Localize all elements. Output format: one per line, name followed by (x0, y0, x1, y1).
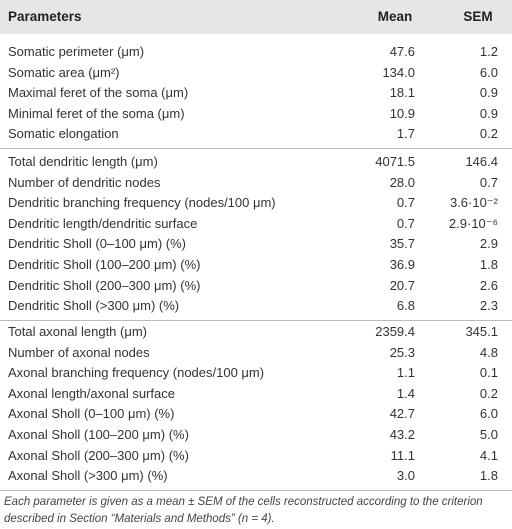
sem-cell: 2.3 (479, 298, 498, 314)
mean-cell: 2359.4 (375, 324, 415, 339)
sem-cell: 0.2 (479, 126, 498, 142)
parameter-cell: Axonal Sholl (100–200 μm) (%) (8, 427, 189, 442)
mean-cell: 1.1 (396, 365, 415, 381)
mean-cell: 35.7 (389, 236, 415, 252)
parameter-cell: Dendritic Sholl (>300 μm) (%) (8, 298, 180, 314)
sem-cell: 0.9 (479, 85, 498, 101)
sem-cell: 2.6 (479, 277, 498, 293)
mean-cell: 28.0 (389, 174, 415, 190)
parameter-cell: Total dendritic length (μm) (8, 154, 158, 169)
parameter-cell: Dendritic Sholl (0–100 μm) (%) (8, 236, 186, 252)
sem-cell: 5.0 (479, 427, 498, 442)
footnote: Each parameter is given as a mean ± SEM … (4, 496, 483, 525)
mean-cell: 0.7 (396, 215, 415, 231)
sem-cell: 4.1 (479, 447, 498, 463)
sem-cell: 1.8 (479, 468, 498, 484)
header-row: Parameters Mean SEM (0, 0, 512, 34)
header-cell: Parameters (8, 9, 82, 24)
mean-cell: 10.9 (389, 105, 415, 121)
sem-cell: 4.8 (479, 344, 498, 360)
divider (0, 319, 512, 321)
parameter-cell: Dendritic length/dendritic surface (8, 215, 198, 231)
parameter-cell: Maximal feret of the soma (μm) (8, 85, 189, 101)
sem-cell: 3.6·10⁻² (449, 195, 498, 211)
parameter-cell: Axonal Sholl (0–100 μm) (%) (8, 406, 175, 422)
parameter-cell: Total axonal length (μm) (8, 324, 148, 339)
header-cell: SEM (463, 9, 493, 24)
mean-cell: 42.7 (389, 406, 415, 422)
parameter-cell: Axonal branching frequency (nodes/100 μm… (8, 365, 265, 381)
mean-cell: 4071.5 (375, 154, 415, 169)
mean-cell: 1.4 (396, 385, 415, 401)
sem-cell: 0.9 (479, 105, 498, 121)
parameter-cell: Minimal feret of the soma (μm) (8, 105, 185, 121)
divider (0, 148, 512, 149)
sem-cell: 6.0 (479, 64, 498, 80)
mean-cell: 47.6 (389, 44, 415, 59)
sem-cell: 0.7 (479, 174, 498, 190)
parameter-cell: Somatic perimeter (μm) (8, 44, 145, 59)
parameter-cell: Somatic elongation (8, 126, 119, 142)
sem-cell: 6.0 (479, 406, 498, 422)
mean-cell: 0.7 (396, 195, 415, 211)
mean-cell: 11.1 (390, 447, 415, 463)
parameter-cell: Dendritic Sholl (100–200 μm) (%) (8, 257, 201, 272)
parameter-cell: Axonal length/axonal surface (8, 385, 175, 401)
divider (0, 489, 512, 491)
mean-cell: 36.9 (389, 257, 415, 272)
sem-cell: 2.9·10⁻⁶ (448, 215, 498, 231)
mean-cell: 25.3 (389, 344, 415, 360)
parameter-cell: Dendritic branching frequency (nodes/100… (8, 195, 276, 211)
mean-cell: 3.0 (396, 468, 415, 484)
parameter-cell: Dendritic Sholl (200–300 μm) (%) (8, 277, 201, 293)
sem-cell: 146.4 (465, 154, 498, 169)
parameter-cell: Axonal Sholl (200–300 μm) (%) (8, 447, 189, 463)
parameter-cell: Number of dendritic nodes (8, 174, 161, 190)
mean-cell: 20.7 (389, 277, 415, 293)
header-cell: Mean (377, 9, 413, 24)
sem-cell: 0.2 (479, 385, 498, 401)
parameter-cell: Axonal Sholl (>300 μm) (%) (8, 468, 168, 484)
mean-cell: 6.8 (396, 298, 415, 314)
mean-cell: 18.1 (389, 85, 415, 101)
parameter-cell: Number of axonal nodes (8, 344, 150, 360)
sem-cell: 345.1 (465, 324, 498, 339)
sem-cell: 1.8 (479, 257, 498, 272)
mean-cell: 134.0 (382, 64, 415, 80)
mean-cell: 43.2 (389, 427, 415, 442)
sem-cell: 0.1 (479, 365, 498, 381)
sem-cell: 2.9 (479, 236, 498, 252)
parameter-cell: Somatic area (μm²) (8, 64, 120, 80)
sem-cell: 1.2 (479, 44, 498, 59)
mean-cell: 1.7 (396, 126, 415, 142)
